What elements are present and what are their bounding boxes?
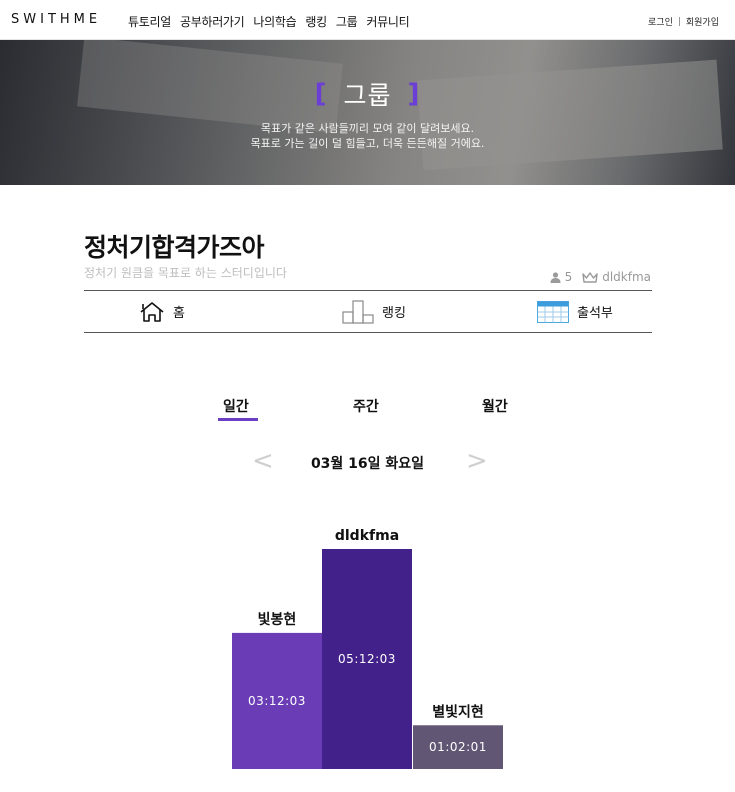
- period-active-indicator: [218, 418, 258, 421]
- group-leader: dldkfma: [602, 270, 651, 284]
- group-meta: 5 dldkfma: [550, 270, 651, 284]
- group-tab-bar: 홈 랭킹 출석부: [84, 290, 652, 333]
- chart-category-label-3: 별빛지현: [432, 703, 484, 720]
- hero-subtitle-line-1: 목표가 같은 사람들끼리 모여 같이 달려보세요.: [260, 122, 475, 135]
- calendar-icon: [537, 300, 569, 323]
- auth-divider: [678, 17, 680, 26]
- prev-date-chevron-icon[interactable]: <: [252, 446, 274, 476]
- hero-banner: [ 그룹 ] 목표가 같은 사람들끼리 모여 같이 달려보세요. 목표로 가는 …: [0, 40, 735, 185]
- hero-title: [ 그룹 ]: [315, 76, 421, 112]
- login-link[interactable]: 로그인: [648, 18, 673, 28]
- menu-item-group[interactable]: 그룹: [335, 15, 358, 29]
- hero-title-text: 그룹: [343, 81, 392, 110]
- period-tab-weekly[interactable]: 주간: [353, 399, 379, 415]
- chart-category-label-1: 빛봉현: [258, 612, 297, 628]
- signup-link[interactable]: 회원가입: [685, 18, 719, 28]
- bracket-left-icon: [: [314, 79, 328, 109]
- period-tab-daily[interactable]: 일간: [223, 399, 249, 415]
- group-title: 정처기합격가즈아: [84, 233, 265, 262]
- tab-attendance-label: 출석부: [577, 306, 613, 321]
- chart-value-label-1: 03:12:03: [248, 694, 306, 708]
- chart-bar-1: [232, 632, 322, 769]
- hero-title-wrap: [ 그룹 ]: [0, 76, 735, 112]
- menu-item-my-learning[interactable]: 나의학습: [253, 15, 297, 29]
- top-navigation: SWITHME 튜토리얼 공부하러가기 나의학습 랭킹 그룹 커뮤니티 로그인 …: [0, 0, 735, 40]
- chart-category-label-2: dldkfma: [335, 528, 399, 544]
- group-description: 정처기 원큼을 목표로 하는 스터디입니다: [84, 266, 287, 280]
- menu-item-tutorial[interactable]: 튜토리얼: [128, 15, 171, 29]
- chart-value-label-2: 05:12:03: [338, 652, 396, 666]
- hero-subtitle-line-2: 목표로 가는 길이 덜 힘들고, 더욱 든든해질 거에요.: [250, 137, 485, 150]
- chart-bar-2: [322, 549, 412, 769]
- podium-icon: [342, 299, 374, 324]
- crown-icon: [582, 271, 598, 283]
- hero-overlay: [0, 40, 735, 185]
- auth-links: 로그인 회원가입: [648, 15, 719, 28]
- chart-value-label-3: 01:02:01: [429, 740, 487, 754]
- tab-ranking-label: 랭킹: [382, 306, 406, 321]
- main-menu: 튜토리얼 공부하러가기 나의학습 랭킹 그룹 커뮤니티: [128, 13, 410, 30]
- menu-item-community[interactable]: 커뮤니티: [366, 15, 410, 29]
- site-logo[interactable]: SWITHME: [11, 12, 102, 27]
- next-date-chevron-icon[interactable]: >: [466, 446, 488, 476]
- member-count: 5: [564, 270, 573, 284]
- current-date: 03월 16일 화요일: [310, 456, 425, 472]
- tab-home[interactable]: 홈: [139, 291, 185, 332]
- menu-item-study[interactable]: 공부하러가기: [179, 15, 245, 29]
- tab-home-label: 홈: [173, 306, 185, 321]
- menu-item-ranking[interactable]: 랭킹: [305, 15, 327, 29]
- bracket-right-icon: ]: [407, 79, 421, 109]
- home-icon: [140, 301, 164, 322]
- period-tab-monthly[interactable]: 월간: [482, 399, 508, 415]
- person-icon: [550, 271, 561, 283]
- study-time-chart: 빛봉현 03:12:03 dldkfma 05:12:03 별빛지현 01:02:01: [232, 528, 503, 769]
- tab-ranking[interactable]: 랭킹: [342, 291, 406, 332]
- tab-attendance[interactable]: 출석부: [537, 291, 613, 332]
- chart-bar-3: [413, 725, 503, 769]
- hero-subtitle: 목표가 같은 사람들끼리 모여 같이 달려보세요. 목표로 가는 길이 덜 힘들…: [0, 121, 735, 151]
